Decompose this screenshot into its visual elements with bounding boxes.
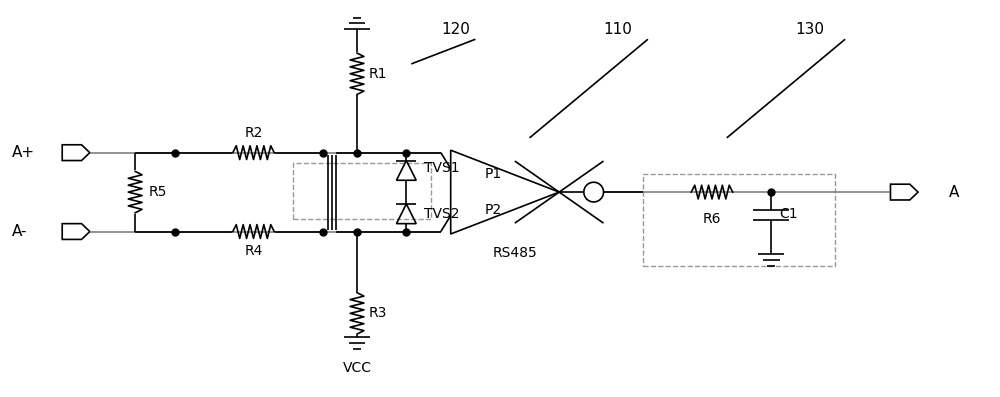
Text: R1: R1	[369, 67, 387, 81]
Text: R3: R3	[369, 306, 387, 320]
Text: P2: P2	[485, 203, 502, 217]
Text: TVS2: TVS2	[424, 207, 460, 221]
Text: 130: 130	[796, 22, 825, 37]
Bar	[293, 164, 431, 219]
Text: 110: 110	[604, 22, 632, 37]
Text: C1: C1	[779, 207, 798, 221]
Text: A: A	[949, 185, 959, 200]
Text: A+: A+	[12, 145, 35, 160]
Text: VCC: VCC	[343, 361, 372, 375]
Text: TVS1: TVS1	[424, 162, 460, 175]
Text: R2: R2	[244, 126, 263, 140]
Bar	[643, 174, 835, 266]
Text: R6: R6	[703, 212, 721, 226]
Text: P1: P1	[484, 168, 502, 181]
Text: A-: A-	[12, 224, 27, 239]
Text: R5: R5	[149, 185, 167, 199]
Text: 120: 120	[441, 22, 470, 37]
Text: RS485: RS485	[492, 246, 537, 260]
Text: R4: R4	[244, 244, 263, 258]
